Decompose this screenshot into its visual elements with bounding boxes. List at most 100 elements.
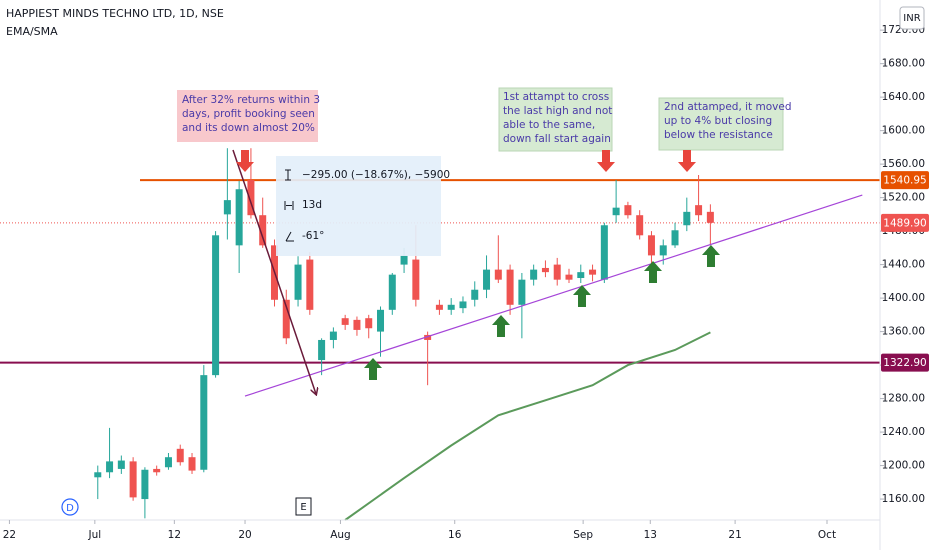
- y-tick-label: 1240.00: [882, 426, 925, 438]
- annotation-box: [177, 90, 318, 142]
- measure-tooltip: [276, 156, 441, 256]
- resistance-line-badge: [881, 171, 929, 190]
- candle-body: [435, 304, 443, 310]
- down-arrow: [236, 150, 254, 172]
- candle-body: [400, 255, 408, 265]
- support-line-label: 1322.90: [883, 357, 926, 369]
- y-tick-label: 1600.00: [882, 125, 925, 137]
- x-tick-label: Aug: [330, 529, 351, 541]
- annotation-text: down fall start again: [503, 133, 611, 145]
- candle-body: [294, 264, 302, 300]
- y-tick-label: 1400.00: [882, 292, 925, 304]
- candle-body: [471, 289, 479, 300]
- candle-body: [647, 235, 655, 256]
- support-line-badge: [881, 353, 929, 372]
- candle-body: [353, 319, 361, 330]
- annotation-text: able to the same,: [503, 119, 595, 131]
- candle-body: [530, 269, 538, 280]
- trend-line: [244, 194, 863, 397]
- annotation-text: below the resistance: [664, 129, 773, 141]
- measure-bars: 13d: [302, 199, 322, 211]
- candle-body: [459, 301, 467, 309]
- candle-body: [659, 245, 667, 256]
- resistance-line-label: 1540.95: [883, 175, 926, 187]
- candle-body: [365, 318, 373, 329]
- candle-body: [106, 461, 114, 473]
- measure-icons: [284, 169, 294, 242]
- range-icon: [285, 169, 291, 181]
- y-tick-label: 1680.00: [882, 58, 925, 70]
- candle-body: [94, 472, 102, 478]
- annotation-text: and its down almost 20%: [182, 122, 315, 134]
- candle-body: [695, 205, 703, 216]
- measure-range: −295.00 (−18.67%), −5900: [302, 169, 450, 181]
- annotation-text: days, profit booking seen: [182, 108, 315, 120]
- candle-body: [235, 189, 243, 246]
- y-tick-label: 1280.00: [882, 393, 925, 405]
- currency-badge[interactable]: [899, 6, 925, 30]
- x-tick-label: 12: [168, 529, 181, 541]
- candle-body: [483, 269, 491, 290]
- candle-body: [636, 215, 644, 236]
- candle-body: [318, 339, 326, 361]
- buy-arrows: [364, 245, 720, 380]
- annotation-text: 1st attampt to cross: [503, 91, 609, 103]
- candle-body: [683, 211, 691, 226]
- annotation-text: the last high and not: [503, 105, 612, 117]
- candle-body: [164, 457, 172, 468]
- y-tick-label: 1440.00: [882, 259, 925, 271]
- candle-body: [129, 461, 137, 498]
- measure-angle: -61°: [302, 230, 324, 242]
- candle-body: [600, 225, 608, 280]
- y-tick-label: 1160.00: [882, 493, 925, 505]
- currency-label: INR: [903, 13, 920, 24]
- candle-body: [212, 235, 220, 376]
- x-tick-label: 22: [3, 529, 16, 541]
- candle-body: [447, 304, 455, 310]
- candle-body: [282, 299, 290, 339]
- candle-body: [612, 207, 620, 216]
- x-tick-label: 16: [448, 529, 462, 541]
- candle-body: [706, 211, 714, 223]
- annotation-text: up to 4% but closing: [664, 115, 772, 127]
- candle-body: [506, 269, 514, 305]
- candle-body: [412, 259, 420, 300]
- y-tick-label: 1560.00: [882, 158, 925, 170]
- bars-icon: [284, 201, 294, 210]
- candle-body: [624, 205, 632, 216]
- sell-arrows: [236, 150, 696, 172]
- candle-body: [518, 279, 526, 305]
- candle-body: [589, 269, 597, 275]
- candle-body: [223, 200, 231, 215]
- x-tick-label: 20: [238, 529, 251, 541]
- annotation-box: [498, 87, 613, 152]
- x-tick-label: Sep: [573, 529, 593, 541]
- candle-body: [377, 309, 385, 332]
- dividend-marker[interactable]: [61, 498, 79, 516]
- candle-body: [541, 267, 549, 273]
- candle-body: [153, 468, 161, 473]
- candle-body: [306, 259, 314, 310]
- indicator-label: EMA/SMA: [6, 25, 58, 38]
- annotation-text: 2nd attamped, it moved: [664, 101, 792, 113]
- candle-body: [671, 230, 679, 246]
- ema-line: [344, 331, 711, 521]
- x-tick-label: Oct: [818, 529, 836, 541]
- candle-body: [494, 269, 502, 280]
- earnings-marker[interactable]: [295, 497, 312, 516]
- candle-body: [176, 448, 184, 463]
- x-tick-label: Jul: [87, 529, 101, 541]
- candle-body: [341, 318, 349, 325]
- y-tick-label: 1520.00: [882, 192, 925, 204]
- down-arrow: [678, 150, 696, 172]
- up-arrow: [573, 285, 591, 307]
- candle-body: [424, 334, 432, 340]
- candle-body: [553, 264, 561, 280]
- x-tick-label: 21: [728, 529, 741, 541]
- annotation-text: After 32% returns within 3: [182, 94, 320, 106]
- candle-body: [188, 457, 196, 471]
- candle-body: [117, 460, 125, 469]
- candle-body: [577, 272, 585, 279]
- candle-body: [141, 469, 149, 500]
